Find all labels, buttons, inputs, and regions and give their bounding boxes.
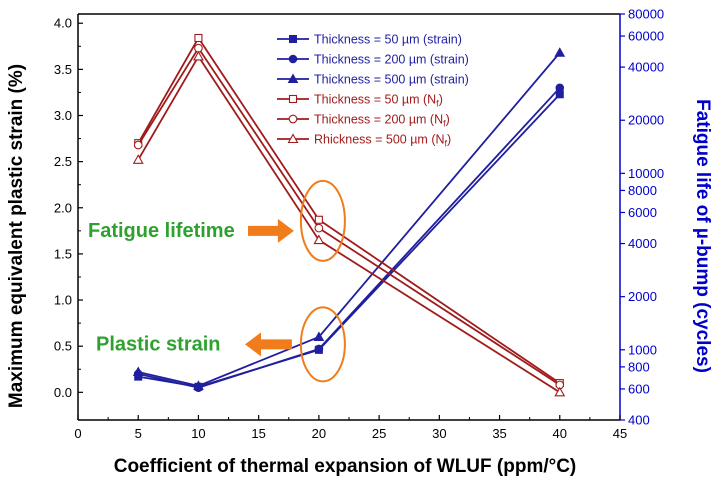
legend-item: Thickness = 50 µm (strain): [277, 33, 462, 47]
series-5: [133, 43, 565, 390]
y-tick-label: 0.5: [54, 339, 72, 354]
x-tick-label: 40: [553, 426, 567, 441]
highlight-ellipse: [299, 306, 346, 383]
x-tick-label: 25: [372, 426, 386, 441]
data-point: [132, 366, 144, 377]
data-point: [554, 386, 566, 397]
x-tick-label: 10: [191, 426, 205, 441]
annotation-label: Fatigue lifetime: [88, 220, 235, 242]
data-point: [194, 43, 203, 53]
y-axis-title: Maximum equivalent plastic strain (%): [6, 64, 27, 408]
data-point: [133, 140, 143, 150]
x-tick-label: 30: [432, 426, 446, 441]
data-point: [314, 344, 324, 354]
y2-tick-label: 600: [628, 381, 650, 396]
series-line: [137, 36, 561, 384]
y2-tick-label: 60000: [628, 29, 664, 44]
x-tick-label: 5: [135, 426, 142, 441]
y2-tick-label: 1000: [628, 342, 657, 357]
y-tick-label: 2.0: [54, 200, 72, 215]
legend-label: Rhickness = 500 µm (Nf): [314, 133, 451, 149]
data-point: [554, 47, 566, 57]
legend-label: Thickness = 50 µm (strain): [314, 33, 462, 47]
data-point: [313, 331, 325, 341]
series-3: [132, 47, 566, 390]
data-point: [132, 154, 144, 164]
legend-label: Thickness = 200 µm (strain): [314, 53, 469, 67]
y2-tick-label: 4000: [628, 236, 657, 251]
x-tick-label: 20: [312, 426, 326, 441]
y2-tick-label: 20000: [628, 113, 664, 128]
y2-axis-ticks: 400 600 800 1000 2000 4000 6000 8000 10000 20000 4…: [620, 7, 664, 428]
y2-axis-title: Fatigue life of µ-bump (cycles): [692, 99, 713, 373]
x-tick-label: 45: [613, 426, 627, 441]
annotation-2: Plastic strain: [96, 306, 346, 383]
y2-tick-label: 8000: [628, 183, 657, 198]
legend: Thickness = 50 µm (strain) Thickness = 20…: [277, 33, 469, 149]
legend-marker: [288, 94, 298, 104]
y-tick-label: 3.0: [54, 108, 72, 123]
x-tick-label: 15: [251, 426, 265, 441]
y2-tick-label: 2000: [628, 289, 657, 304]
series-layer: [132, 33, 566, 397]
arrow-right: [248, 218, 294, 243]
data-point: [193, 380, 204, 390]
legend-label: Thickness = 200 µm (Nf): [314, 113, 450, 129]
y-tick-label: 1.5: [54, 246, 72, 261]
data-point: [314, 215, 323, 224]
legend-marker: [287, 133, 299, 144]
legend-marker: [288, 114, 298, 124]
y-tick-label: 1.0: [54, 293, 72, 308]
y-tick-label: 0.0: [54, 385, 72, 400]
legend-item: Rhickness = 500 µm (Nf): [277, 133, 451, 149]
data-point: [314, 223, 324, 233]
annotation-1: Fatigue lifetime: [88, 179, 346, 262]
y-tick-label: 3.5: [54, 62, 72, 77]
y-tick-label: 4.0: [54, 16, 72, 31]
y2-tick-label: 10000: [628, 166, 664, 181]
legend-item: Thickness = 50 µm (Nf): [277, 93, 443, 109]
y-tick-label: 2.5: [54, 154, 72, 169]
series-line: [137, 54, 561, 394]
data-point: [193, 50, 204, 61]
y2-tick-label: 80000: [628, 7, 664, 22]
legend-item: Thickness = 200 µm (Nf): [277, 113, 450, 129]
x-tick-label: 0: [74, 426, 81, 441]
legend-item: Thickness = 200 µm (strain): [277, 53, 469, 67]
legend-item: Thickness = 500 µm (strain): [277, 73, 469, 87]
y2-tick-label: 40000: [628, 60, 664, 75]
y2-tick-label: 800: [628, 359, 650, 374]
annotations: Fatigue lifetime Plastic strain: [88, 179, 346, 383]
x-axis-ticks: 0 5 10 15 20 25 30 35 40 45: [74, 415, 627, 441]
data-point: [555, 83, 565, 93]
series-line: [138, 52, 561, 387]
series-6: [132, 50, 566, 397]
legend-label: Thickness = 500 µm (strain): [314, 73, 469, 87]
legend-marker: [289, 35, 297, 43]
legend-marker: [287, 73, 299, 83]
y2-tick-label: 400: [628, 413, 650, 428]
annotation-label: Plastic strain: [96, 333, 221, 355]
x-tick-label: 35: [492, 426, 506, 441]
y-axis-ticks: 0.0 0.5 1.0 1.5 2.0 2.5 3.0 3.5 4.0: [54, 16, 83, 400]
arrow-left: [245, 332, 292, 357]
series-line: [137, 46, 561, 386]
series-line: [138, 87, 561, 389]
highlight-ellipse: [299, 179, 346, 262]
x-axis-title: Coefficient of thermal expansion of WLUF…: [114, 456, 577, 477]
y2-tick-label: 6000: [628, 205, 657, 220]
legend-label: Thickness = 50 µm (Nf): [314, 93, 443, 109]
data-point: [194, 33, 203, 43]
legend-marker: [288, 54, 298, 64]
data-point: [313, 234, 325, 245]
